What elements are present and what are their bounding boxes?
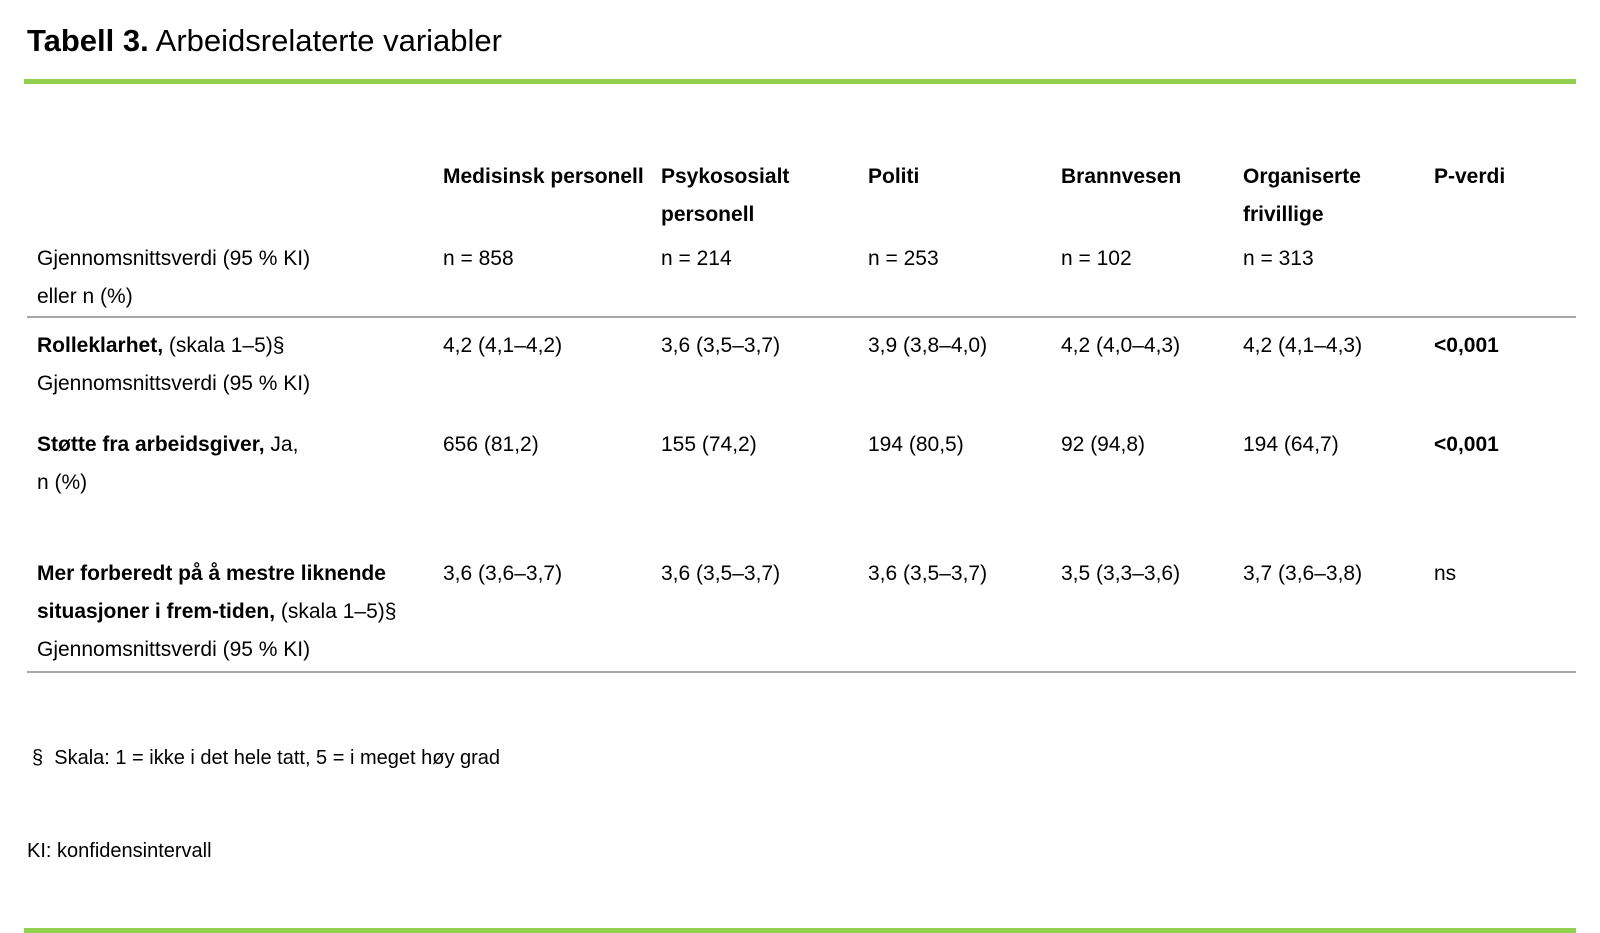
value-cell: 4,2 (4,1–4,2) <box>443 334 563 357</box>
value-cell: 4,2 (4,1–4,3) <box>1243 334 1363 357</box>
value-cell: 92 (94,8) <box>1061 433 1146 456</box>
value-cell: 3,6 (3,5–3,7) <box>661 546 868 673</box>
table-row-rolleklarhet: Rolleklarhet, (skala 1–5)§ Gjennomsnitts… <box>27 317 1576 417</box>
row-label: Støtte fra arbeidsgiver, Ja, <box>37 433 299 456</box>
col-n: n = 253 <box>868 247 939 270</box>
col-name: Psykososialt personell <box>661 165 790 226</box>
header-spacer <box>37 158 407 240</box>
value-cell: 3,9 (3,8–4,0) <box>868 334 988 357</box>
value-cell: 194 (80,5) <box>868 433 964 456</box>
value-cell: 656 (81,2) <box>443 433 539 456</box>
bottom-accent-rule <box>24 928 1576 933</box>
row-label-cell: Rolleklarhet, (skala 1–5)§ Gjennomsnitts… <box>27 317 443 417</box>
col-header-p-verdi: P-verdi <box>1434 84 1576 318</box>
value-cell: 3,6 (3,5–3,7) <box>661 334 781 357</box>
p-value-cell: <0,001 <box>1434 334 1499 357</box>
p-value-cell: <0,001 <box>1434 433 1499 456</box>
col-header-psykososialt: Psykososialt personell n = 214 <box>661 84 868 318</box>
row-label: Mer forberedt på å mestre liknende situa… <box>37 562 397 623</box>
header-row-label-cell: Gjennomsnittsverdi (95 % KI) eller n (%) <box>27 84 443 318</box>
footnote-scale: § Skala: 1 = ikke i det hele tatt, 5 = i… <box>32 747 501 769</box>
table-number: Tabell 3. <box>27 23 149 58</box>
value-cell: 3,6 (3,6–3,7) <box>443 546 661 673</box>
row-label-line2: eller n (%) <box>37 285 133 308</box>
col-header-medisinsk: Medisinsk personell n = 858 <box>443 84 661 318</box>
table-row-stotte-fra-arbeidsgiver: Støtte fra arbeidsgiver, Ja, n (%) 656 (… <box>27 417 1576 546</box>
table-title-text: Arbeidsrelaterte variabler <box>155 23 502 58</box>
work-related-variables-table: Gjennomsnittsverdi (95 % KI) eller n (%)… <box>27 84 1576 673</box>
row-label-sub: Gjennomsnittsverdi (95 % KI) <box>37 638 311 661</box>
col-name: P-verdi <box>1434 165 1506 188</box>
col-header-brannvesen: Brannvesen n = 102 <box>1061 84 1243 318</box>
top-accent-rule <box>24 79 1576 84</box>
value-cell: 155 (74,2) <box>661 433 757 456</box>
col-n: n = 313 <box>1243 247 1314 270</box>
header-row: Gjennomsnittsverdi (95 % KI) eller n (%)… <box>27 84 1576 318</box>
footnote-ki: KI: konfidensintervall <box>27 840 212 862</box>
row-label-sub: Gjennomsnittsverdi (95 % KI) <box>37 372 311 395</box>
col-name: Organiserte frivillige <box>1243 165 1361 226</box>
value-cell: 3,6 (3,5–3,7) <box>868 546 1061 673</box>
row-label: Rolleklarhet, (skala 1–5)§ <box>37 334 285 357</box>
col-n: n = 102 <box>1061 247 1132 270</box>
p-value-cell: ns <box>1434 546 1576 673</box>
col-header-organiserte-frivillige: Organiserte frivillige n = 313 <box>1243 84 1434 318</box>
col-n: n = 214 <box>661 247 732 270</box>
table-row-mer-forberedt: Mer forberedt på å mestre liknende situa… <box>27 546 1576 673</box>
row-label-cell: Støtte fra arbeidsgiver, Ja, n (%) <box>27 417 443 546</box>
row-label-cell: Mer forberedt på å mestre liknende situa… <box>27 546 443 673</box>
row-label-line1: Gjennomsnittsverdi (95 % KI) <box>37 247 311 270</box>
col-header-politi: Politi n = 253 <box>868 84 1061 318</box>
col-name: Medisinsk personell <box>443 165 644 188</box>
value-cell: 3,5 (3,3–3,6) <box>1061 546 1243 673</box>
table-title: Tabell 3. Arbeidsrelaterte variabler <box>27 20 1576 62</box>
col-name: Brannvesen <box>1061 165 1182 188</box>
value-cell: 194 (64,7) <box>1243 433 1339 456</box>
footnotes: § Skala: 1 = ikke i det hele tatt, 5 = i… <box>27 681 1576 898</box>
row-label-sub: n (%) <box>37 471 88 494</box>
value-cell: 4,2 (4,0–4,3) <box>1061 334 1181 357</box>
col-n: n = 858 <box>443 247 514 270</box>
col-name: Politi <box>868 165 920 188</box>
value-cell: 3,7 (3,6–3,8) <box>1243 546 1434 673</box>
